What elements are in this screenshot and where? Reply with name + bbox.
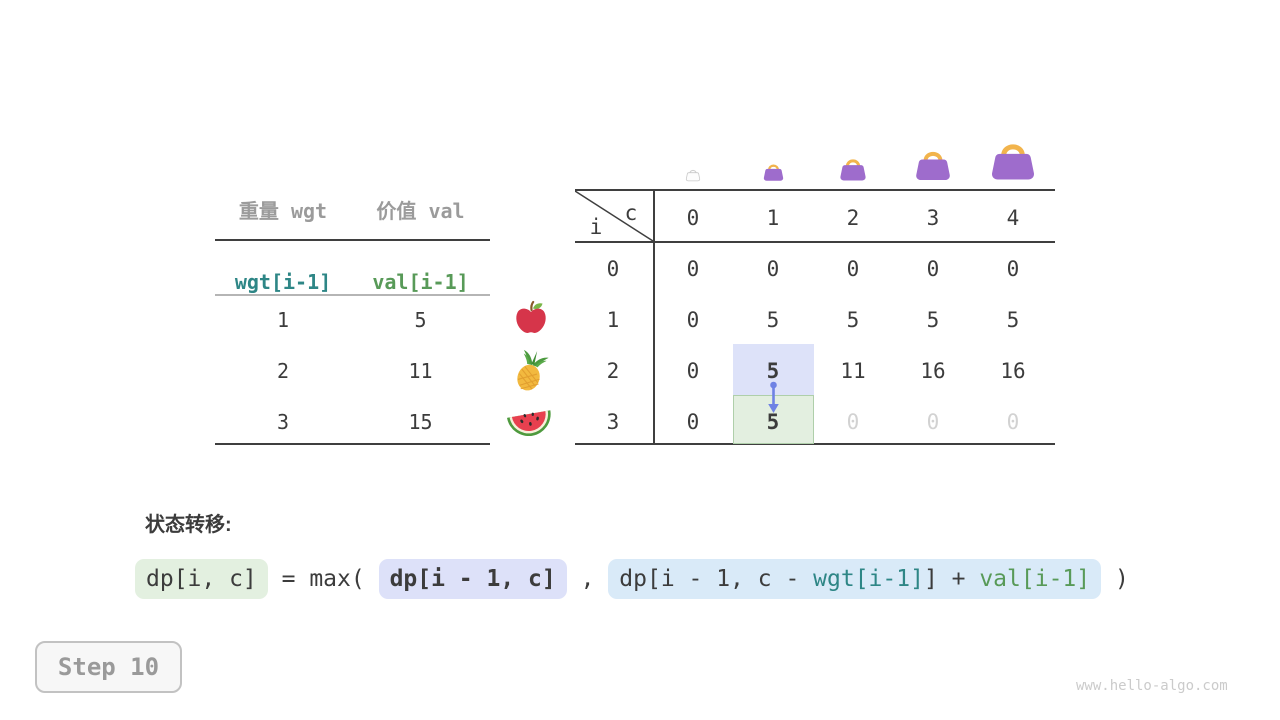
bag-icon-capacity-0 bbox=[685, 169, 701, 182]
dp-col-header-1: 1 bbox=[766, 206, 780, 230]
dp-cell-1-0: 0 bbox=[686, 308, 700, 332]
item-2-weight: 2 bbox=[276, 359, 290, 383]
dp-cell-1-4: 5 bbox=[1006, 308, 1020, 332]
left-table-index-divider bbox=[215, 294, 490, 296]
dp-cell-0-1: 0 bbox=[766, 257, 780, 281]
left-table-header-divider bbox=[215, 239, 490, 241]
item-1-value: 5 bbox=[414, 308, 427, 332]
val-index-label: val[i-1] bbox=[372, 270, 469, 294]
state-transition-formula: dp[i, c] = max( dp[i - 1, c] , dp[i - 1,… bbox=[135, 559, 1129, 599]
corner-item-label: i bbox=[589, 215, 603, 239]
state-transition-label: 状态转移: bbox=[145, 514, 232, 536]
formula-separator: , bbox=[566, 566, 609, 592]
dp-row-label-2: 2 bbox=[606, 359, 620, 383]
step-indicator-button[interactable]: Step 10 bbox=[35, 641, 182, 693]
dp-col-header-3: 3 bbox=[926, 206, 940, 230]
corner-capacity-label: c bbox=[624, 201, 638, 225]
dp-row-label-1: 1 bbox=[606, 308, 620, 332]
formula-closing-paren: ) bbox=[1101, 566, 1129, 592]
item-1-weight: 1 bbox=[276, 308, 290, 332]
bag-icon-capacity-1 bbox=[763, 164, 784, 181]
dp-cell-2-3: 16 bbox=[920, 359, 946, 383]
dp-cell-3-1-target: 5 bbox=[766, 410, 780, 434]
dp-cell-1-2: 5 bbox=[846, 308, 860, 332]
formula-lhs: dp[i, c] bbox=[135, 559, 268, 599]
wgt-index-label: wgt[i-1] bbox=[234, 270, 332, 294]
dp-cell-2-4: 16 bbox=[1000, 359, 1026, 383]
watermark-text: www.hello-algo.com bbox=[1076, 678, 1228, 694]
dp-col-header-4: 4 bbox=[1006, 206, 1020, 230]
dp-col-header-0: 0 bbox=[686, 206, 700, 230]
formula-operator: = max( bbox=[267, 566, 379, 592]
dp-cell-0-0: 0 bbox=[686, 257, 700, 281]
dp-cell-1-1: 5 bbox=[766, 308, 780, 332]
dp-cell-2-1-source: 5 bbox=[766, 359, 780, 383]
transition-arrow-icon bbox=[768, 381, 779, 413]
dp-table-vertical-divider bbox=[653, 189, 655, 445]
dp-row-label-0: 0 bbox=[606, 257, 620, 281]
dp-cell-0-4: 0 bbox=[1006, 257, 1020, 281]
dp-cell-0-2: 0 bbox=[846, 257, 860, 281]
item-3-weight: 3 bbox=[276, 410, 290, 434]
formula-take-middle: ] + bbox=[923, 566, 980, 592]
formula-wgt-term: wgt[i-1] bbox=[813, 566, 924, 592]
watermelon-icon bbox=[506, 410, 551, 436]
dp-cell-1-3: 5 bbox=[926, 308, 940, 332]
dp-cell-3-3: 0 bbox=[926, 410, 940, 434]
apple-icon bbox=[516, 300, 546, 333]
dp-table-top-border bbox=[575, 189, 1055, 191]
dp-row-label-3: 3 bbox=[606, 410, 620, 434]
pineapple-icon bbox=[517, 349, 549, 391]
dp-col-header-2: 2 bbox=[846, 206, 860, 230]
dp-cell-3-4: 0 bbox=[1006, 410, 1020, 434]
dp-cell-2-0: 0 bbox=[686, 359, 700, 383]
dp-cell-2-2: 11 bbox=[840, 359, 866, 383]
item-2-value: 11 bbox=[408, 359, 433, 383]
dp-cell-3-2: 0 bbox=[846, 410, 860, 434]
formula-candidate-take: dp[i - 1, c - wgt[i-1]] + val[i-1] bbox=[608, 559, 1102, 599]
dp-table-corner-diagonal bbox=[575, 191, 653, 241]
bag-icon-capacity-2 bbox=[840, 159, 866, 181]
item-3-value: 15 bbox=[408, 410, 433, 434]
dp-table-bottom-border bbox=[575, 443, 1055, 445]
value-column-header: 价值 val bbox=[376, 199, 465, 223]
formula-candidate-keep: dp[i - 1, c] bbox=[378, 559, 567, 599]
dp-table-header-divider bbox=[575, 241, 1055, 243]
bag-icon-capacity-4 bbox=[992, 144, 1034, 180]
bag-icon-capacity-3 bbox=[916, 151, 950, 180]
left-table-bottom-border bbox=[215, 443, 490, 445]
dp-cell-3-0: 0 bbox=[686, 410, 700, 434]
formula-val-term: val[i-1] bbox=[979, 566, 1091, 592]
formula-take-prefix: dp[i - 1, c - bbox=[619, 566, 814, 592]
weight-column-header: 重量 wgt bbox=[238, 199, 328, 223]
dp-cell-0-3: 0 bbox=[926, 257, 940, 281]
